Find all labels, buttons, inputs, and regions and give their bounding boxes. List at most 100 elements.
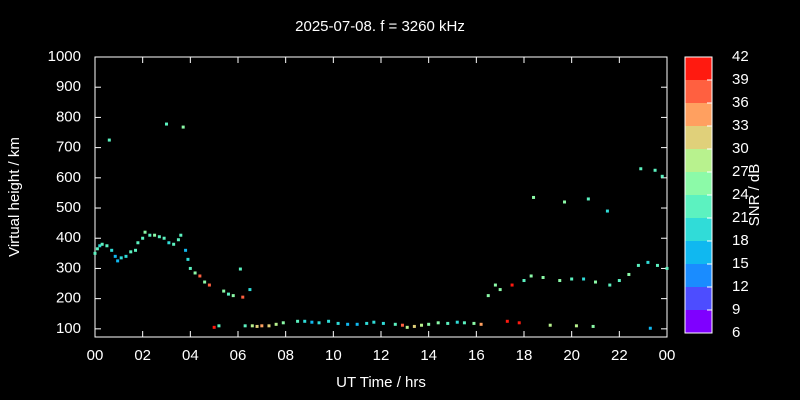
data-point xyxy=(107,138,111,142)
data-point xyxy=(498,288,502,292)
data-point xyxy=(100,242,104,246)
colorbar-band xyxy=(685,103,712,126)
y-axis-label: Virtual height / km xyxy=(6,137,23,257)
data-point xyxy=(207,283,211,287)
colorbar-tick-label: 12 xyxy=(732,278,749,295)
data-point xyxy=(143,230,147,234)
data-point xyxy=(95,247,99,251)
data-point xyxy=(639,167,643,171)
x-tick-label: 02 xyxy=(134,347,151,364)
data-point xyxy=(165,122,168,126)
data-point xyxy=(665,266,669,270)
data-point xyxy=(570,277,574,281)
y-tick-label: 400 xyxy=(56,229,81,246)
colorbar-tick-label: 30 xyxy=(732,140,749,157)
x-tick-label: 00 xyxy=(659,347,676,364)
colorbar-tick-label: 39 xyxy=(732,71,749,88)
data-point xyxy=(184,248,188,252)
data-point xyxy=(548,323,552,327)
data-point xyxy=(124,254,128,258)
data-point xyxy=(281,321,285,325)
data-point xyxy=(472,321,476,325)
data-point xyxy=(400,323,404,327)
data-point xyxy=(141,236,145,240)
colorbar-tick-label: 27 xyxy=(732,163,749,180)
data-point xyxy=(274,322,278,326)
data-point xyxy=(462,321,466,325)
data-point xyxy=(427,322,431,326)
x-tick-label: 16 xyxy=(468,347,485,364)
colorbar-band xyxy=(685,149,712,172)
y-tick-label: 500 xyxy=(56,199,81,216)
colorbar-tick-label: 24 xyxy=(732,186,749,203)
x-tick-label: 10 xyxy=(325,347,342,364)
data-point xyxy=(212,325,216,329)
data-point xyxy=(250,324,254,328)
data-point xyxy=(119,256,123,260)
data-point xyxy=(493,283,497,287)
data-point xyxy=(517,321,521,325)
data-point xyxy=(486,294,490,298)
colorbar-label: SNR / dB xyxy=(746,164,763,227)
y-tick-label: 100 xyxy=(56,320,81,337)
data-point xyxy=(648,326,652,330)
data-point xyxy=(260,324,264,328)
y-tick-label: 900 xyxy=(56,78,81,95)
data-point xyxy=(558,279,562,283)
colorbar-band xyxy=(685,126,712,149)
x-tick-label: 08 xyxy=(277,347,294,364)
data-point xyxy=(381,321,385,325)
data-point xyxy=(162,236,166,240)
data-point xyxy=(226,292,230,296)
data-point xyxy=(231,294,235,298)
data-point xyxy=(148,233,152,237)
colorbar-band xyxy=(685,57,712,80)
colorbar-tick-label: 21 xyxy=(732,209,749,226)
data-point xyxy=(172,242,176,246)
colorbar-band xyxy=(685,310,712,333)
data-point xyxy=(267,324,271,328)
data-point xyxy=(605,209,609,213)
data-point xyxy=(582,277,586,281)
colorbar-band xyxy=(685,241,712,264)
data-point xyxy=(310,320,314,324)
data-point xyxy=(420,323,424,327)
x-tick-label: 22 xyxy=(611,347,628,364)
x-tick-label: 06 xyxy=(230,347,247,364)
colorbar-tick-label: 15 xyxy=(732,255,749,272)
data-point xyxy=(617,279,621,283)
data-point xyxy=(372,320,376,324)
data-point xyxy=(217,324,221,328)
data-point xyxy=(591,324,595,328)
data-point xyxy=(105,244,109,248)
data-point xyxy=(405,325,409,329)
data-point xyxy=(541,275,545,279)
colorbar-band xyxy=(685,264,712,287)
data-point xyxy=(653,168,657,172)
data-point xyxy=(594,280,597,284)
colorbar-tick-label: 36 xyxy=(732,94,749,111)
y-tick-label: 800 xyxy=(56,108,81,125)
data-point xyxy=(355,322,359,326)
data-point xyxy=(505,319,509,323)
data-point xyxy=(327,319,331,323)
data-point xyxy=(303,319,307,323)
data-point xyxy=(241,295,245,299)
data-point xyxy=(510,283,514,287)
data-point xyxy=(188,266,192,270)
data-point xyxy=(198,274,202,278)
data-point xyxy=(98,244,102,248)
data-point xyxy=(179,233,183,237)
x-tick-label: 18 xyxy=(516,347,533,364)
data-point xyxy=(393,322,397,326)
data-point xyxy=(153,233,157,237)
data-point xyxy=(296,319,300,323)
data-point xyxy=(181,125,185,129)
data-point xyxy=(129,250,133,254)
data-point xyxy=(248,288,252,292)
data-point xyxy=(529,274,533,278)
data-point xyxy=(110,248,114,252)
y-tick-label: 200 xyxy=(56,290,81,307)
data-point xyxy=(222,289,226,293)
data-point xyxy=(134,248,138,252)
